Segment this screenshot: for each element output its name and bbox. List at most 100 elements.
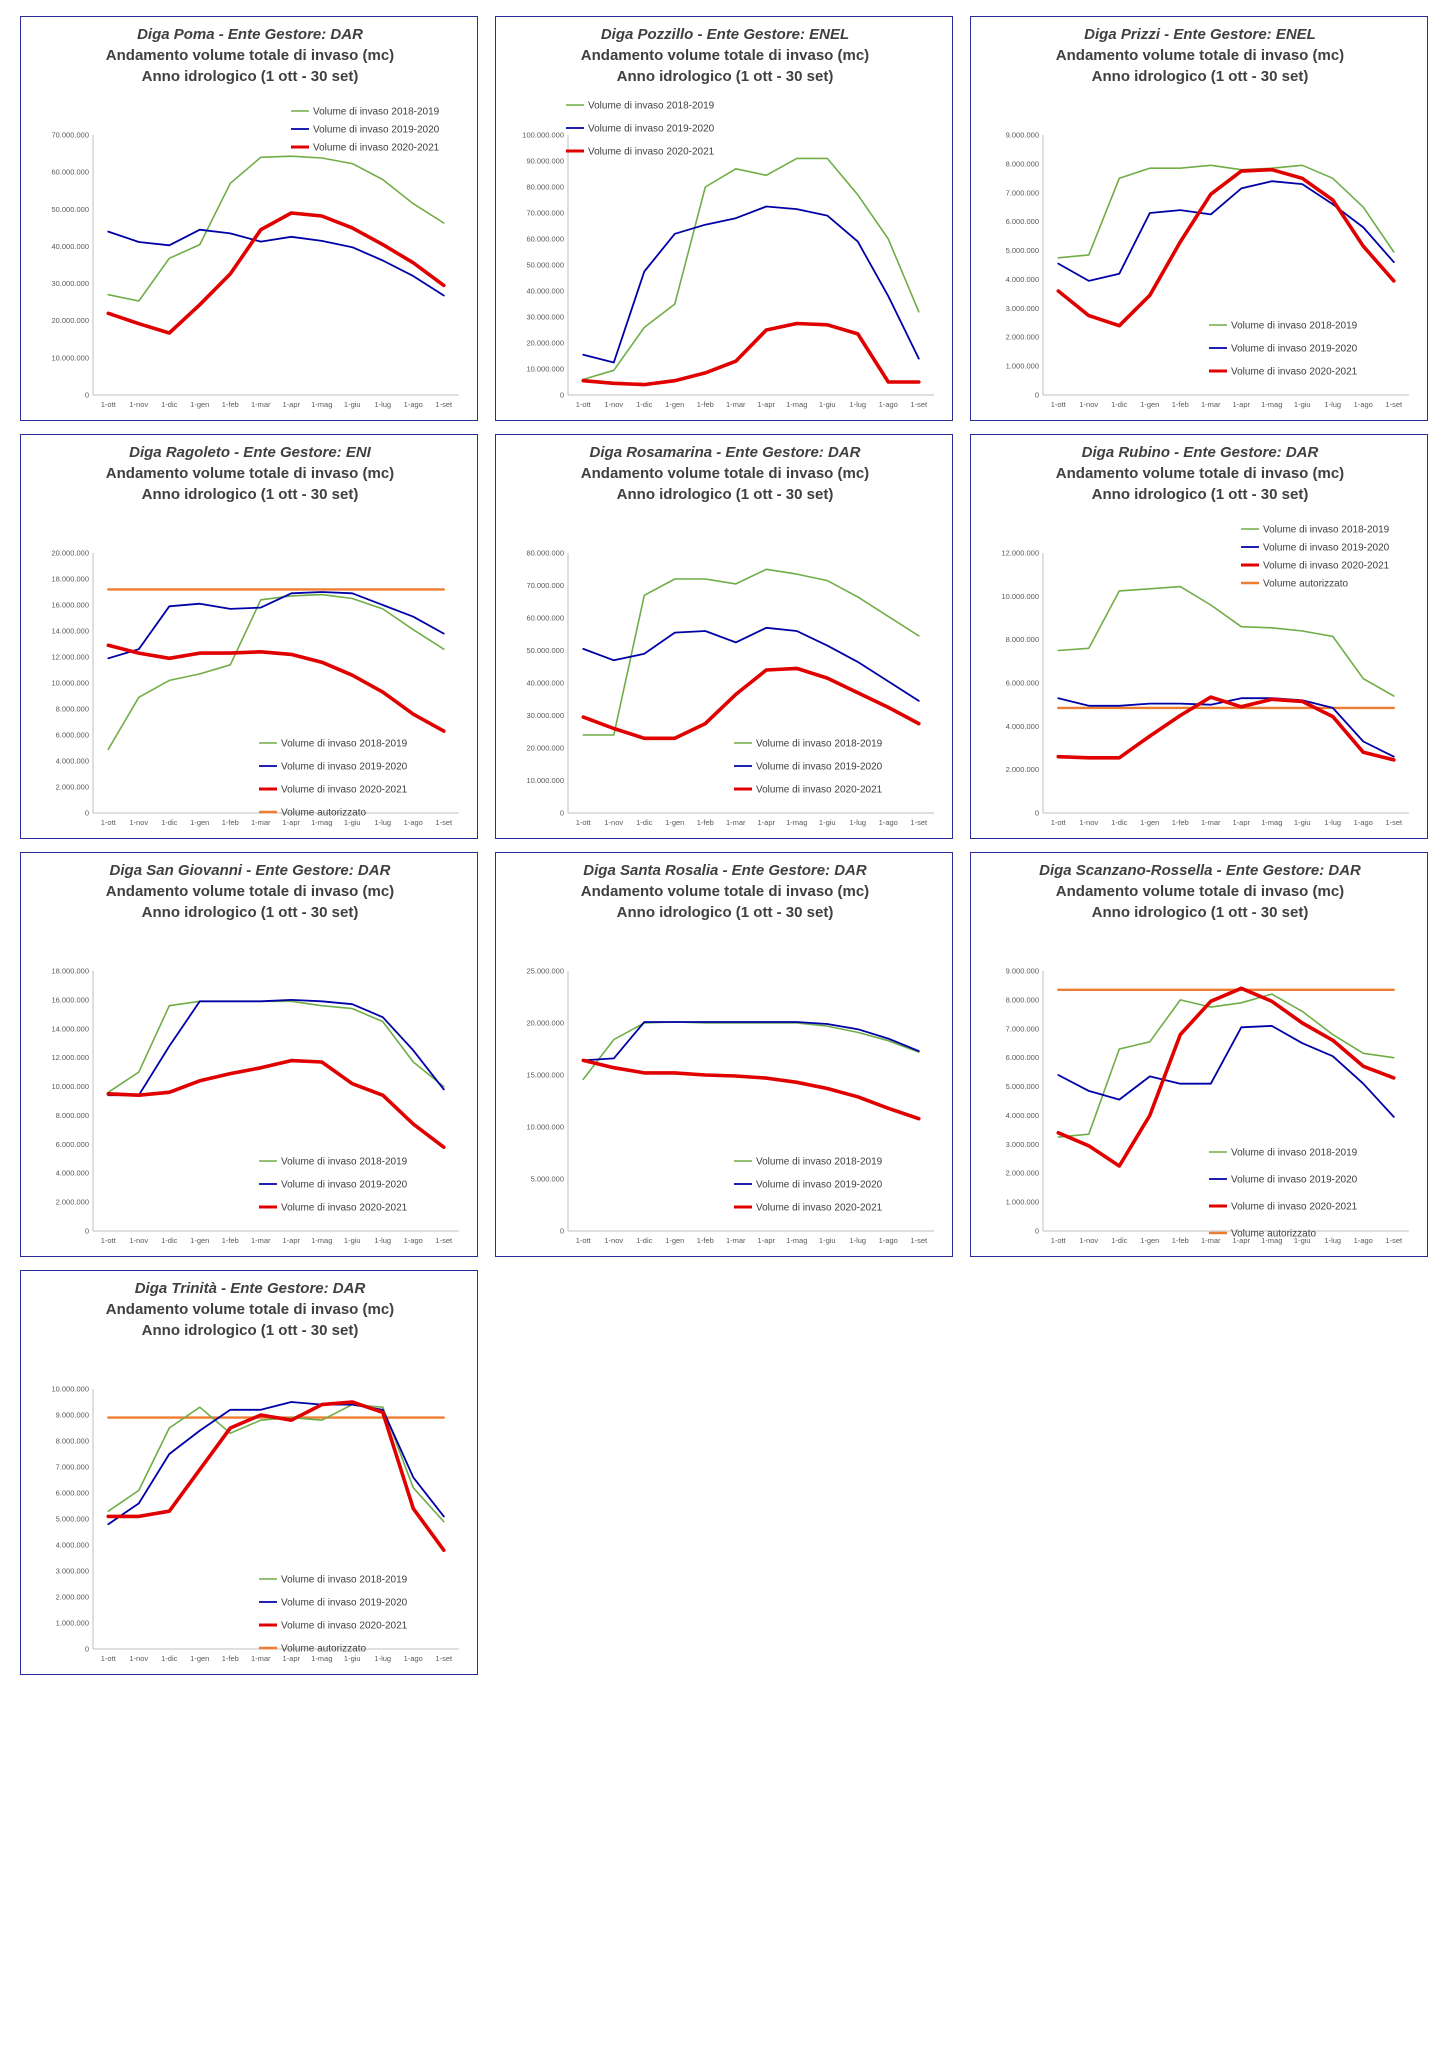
x-tick-label: 1-lug <box>1324 1236 1341 1245</box>
chart-panel-diga-san-giovanni: Diga San Giovanni - Ente Gestore: DAR And… <box>20 852 478 1257</box>
x-tick-label: 1-dic <box>636 818 653 827</box>
legend-label: Volume di invaso 2018-2019 <box>756 739 883 750</box>
chart-panel-diga-prizzi: Diga Prizzi - Ente Gestore: ENEL Andament… <box>970 16 1428 421</box>
x-tick-label: 1-apr <box>1232 1236 1250 1245</box>
x-tick-label: 1-ago <box>404 1236 423 1245</box>
y-tick-label: 16.000.000 <box>51 995 89 1004</box>
chart-subtitle: Anno idrologico (1 ott - 30 set) <box>1092 68 1309 85</box>
x-tick-label: 1-apr <box>757 400 775 409</box>
y-tick-label: 6.000.000 <box>56 731 89 740</box>
chart-subtitle: Andamento volume totale di invaso (mc) <box>106 47 394 64</box>
series-line-volume-di-invaso-2018-2019 <box>1057 993 1395 1138</box>
y-tick-label: 30.000.000 <box>526 313 564 322</box>
legend-label: Volume di invaso 2019-2020 <box>588 124 715 135</box>
series-line-volume-di-invaso-2019-2020 <box>107 998 445 1097</box>
x-tick-label: 1-lug <box>1324 400 1341 409</box>
y-tick-label: 6.000.000 <box>56 1489 89 1498</box>
legend-label: Volume di invaso 2019-2020 <box>281 1180 408 1191</box>
x-tick-label: 1-dic <box>636 400 653 409</box>
legend-label: Volume autorizzato <box>281 808 366 819</box>
x-tick-label: 1-lug <box>374 818 391 827</box>
y-tick-label: 20.000.000 <box>51 549 89 558</box>
y-tick-label: 14.000.000 <box>51 1024 89 1033</box>
legend-label: Volume di invaso 2018-2019 <box>588 101 715 112</box>
x-tick-label: 1-dic <box>636 1236 653 1245</box>
chart-panel-diga-rosamarina: Diga Rosamarina - Ente Gestore: DAR Andam… <box>495 434 953 839</box>
x-tick-label: 1-apr <box>757 818 775 827</box>
series-line-volume-di-invaso-2018-2019 <box>107 1403 445 1523</box>
x-tick-label: 1-nov <box>129 818 148 827</box>
chart-subtitle: Andamento volume totale di invaso (mc) <box>1056 47 1344 64</box>
series-line-volume-di-invaso-2020-2021 <box>1056 695 1396 762</box>
x-tick-label: 1-ago <box>404 1654 423 1663</box>
chart-subtitle: Andamento volume totale di invaso (mc) <box>1056 883 1344 900</box>
y-tick-label: 5.000.000 <box>1006 246 1039 255</box>
series-line-volume-di-invaso-2020-2021 <box>1056 986 1396 1168</box>
series-line-volume-di-invaso-2019-2020 <box>107 591 445 660</box>
y-tick-label: 7.000.000 <box>56 1463 89 1472</box>
y-tick-label: 20.000.000 <box>526 1019 564 1028</box>
y-tick-label: 4.000.000 <box>1006 1111 1039 1120</box>
x-tick-label: 1-ott <box>576 818 592 827</box>
x-tick-label: 1-set <box>1385 818 1403 827</box>
chart-subtitle: Andamento volume totale di invaso (mc) <box>106 465 394 482</box>
x-tick-label: 1-ott <box>1051 400 1067 409</box>
x-tick-label: 1-set <box>435 1236 453 1245</box>
x-tick-label: 1-nov <box>604 818 623 827</box>
chart-panel-diga-scanzano-rossella: Diga Scanzano-Rossella - Ente Gestore: D… <box>970 852 1428 1257</box>
chart-panel-diga-santa-rosalia: Diga Santa Rosalia - Ente Gestore: DAR An… <box>495 852 953 1257</box>
legend-label: Volume di invaso 2020-2021 <box>313 143 440 154</box>
x-tick-label: 1-giu <box>1294 1236 1311 1245</box>
y-tick-label: 18.000.000 <box>51 967 89 976</box>
chart-subtitle: Anno idrologico (1 ott - 30 set) <box>142 486 359 503</box>
x-tick-label: 1-ago <box>879 818 898 827</box>
chart-subtitle: Anno idrologico (1 ott - 30 set) <box>617 486 834 503</box>
y-tick-label: 50.000.000 <box>51 205 89 214</box>
chart-subtitle: Anno idrologico (1 ott - 30 set) <box>142 68 359 85</box>
y-tick-label: 2.000.000 <box>1006 1169 1039 1178</box>
y-tick-label: 70.000.000 <box>526 581 564 590</box>
chart-subtitle: Andamento volume totale di invaso (mc) <box>581 465 869 482</box>
y-tick-label: 4.000.000 <box>56 757 89 766</box>
x-tick-label: 1-feb <box>697 818 714 827</box>
legend-label: Volume di invaso 2020-2021 <box>1263 561 1390 572</box>
x-tick-label: 1-dic <box>1111 818 1128 827</box>
y-tick-label: 10.000.000 <box>526 365 564 374</box>
chart-svg: Diga Poma - Ente Gestore: DAR Andamento v… <box>51 26 459 409</box>
y-tick-label: 50.000.000 <box>526 261 564 270</box>
x-tick-label: 1-gen <box>190 818 209 827</box>
y-tick-label: 1.000.000 <box>1006 362 1039 371</box>
x-tick-label: 1-ago <box>879 400 898 409</box>
x-tick-label: 1-apr <box>282 1654 300 1663</box>
x-tick-label: 1-lug <box>849 818 866 827</box>
x-tick-label: 1-dic <box>161 1654 178 1663</box>
y-tick-label: 15.000.000 <box>526 1071 564 1080</box>
x-tick-label: 1-apr <box>757 1236 775 1245</box>
x-tick-label: 1-giu <box>344 400 361 409</box>
y-tick-label: 10.000.000 <box>526 1123 564 1132</box>
x-tick-label: 1-mag <box>1261 400 1282 409</box>
x-tick-label: 1-ago <box>1354 400 1373 409</box>
y-tick-label: 5.000.000 <box>56 1515 89 1524</box>
y-tick-label: 30.000.000 <box>51 279 89 288</box>
y-tick-label: 2.000.000 <box>56 1198 89 1207</box>
x-tick-label: 1-mar <box>726 818 746 827</box>
x-tick-label: 1-mag <box>311 1236 332 1245</box>
y-tick-label: 12.000.000 <box>51 1053 89 1062</box>
x-tick-label: 1-lug <box>374 1654 391 1663</box>
x-tick-label: 1-mag <box>311 818 332 827</box>
x-tick-label: 1-set <box>435 1654 453 1663</box>
chart-svg: Diga Ragoleto - Ente Gestore: ENI Andamen… <box>51 444 459 827</box>
chart-subtitle: Anno idrologico (1 ott - 30 set) <box>617 68 834 85</box>
y-tick-label: 0 <box>1035 391 1039 400</box>
series-line-volume-di-invaso-2019-2020 <box>107 1401 445 1526</box>
x-tick-label: 1-gen <box>665 400 684 409</box>
y-tick-label: 0 <box>85 809 89 818</box>
series-line-volume-di-invaso-2019-2020 <box>582 626 920 702</box>
y-tick-label: 80.000.000 <box>526 183 564 192</box>
y-tick-label: 4.000.000 <box>56 1169 89 1178</box>
y-tick-label: 70.000.000 <box>526 209 564 218</box>
legend-label: Volume di invaso 2019-2020 <box>1231 344 1358 355</box>
y-tick-label: 12.000.000 <box>1001 549 1039 558</box>
x-tick-label: 1-giu <box>819 818 836 827</box>
